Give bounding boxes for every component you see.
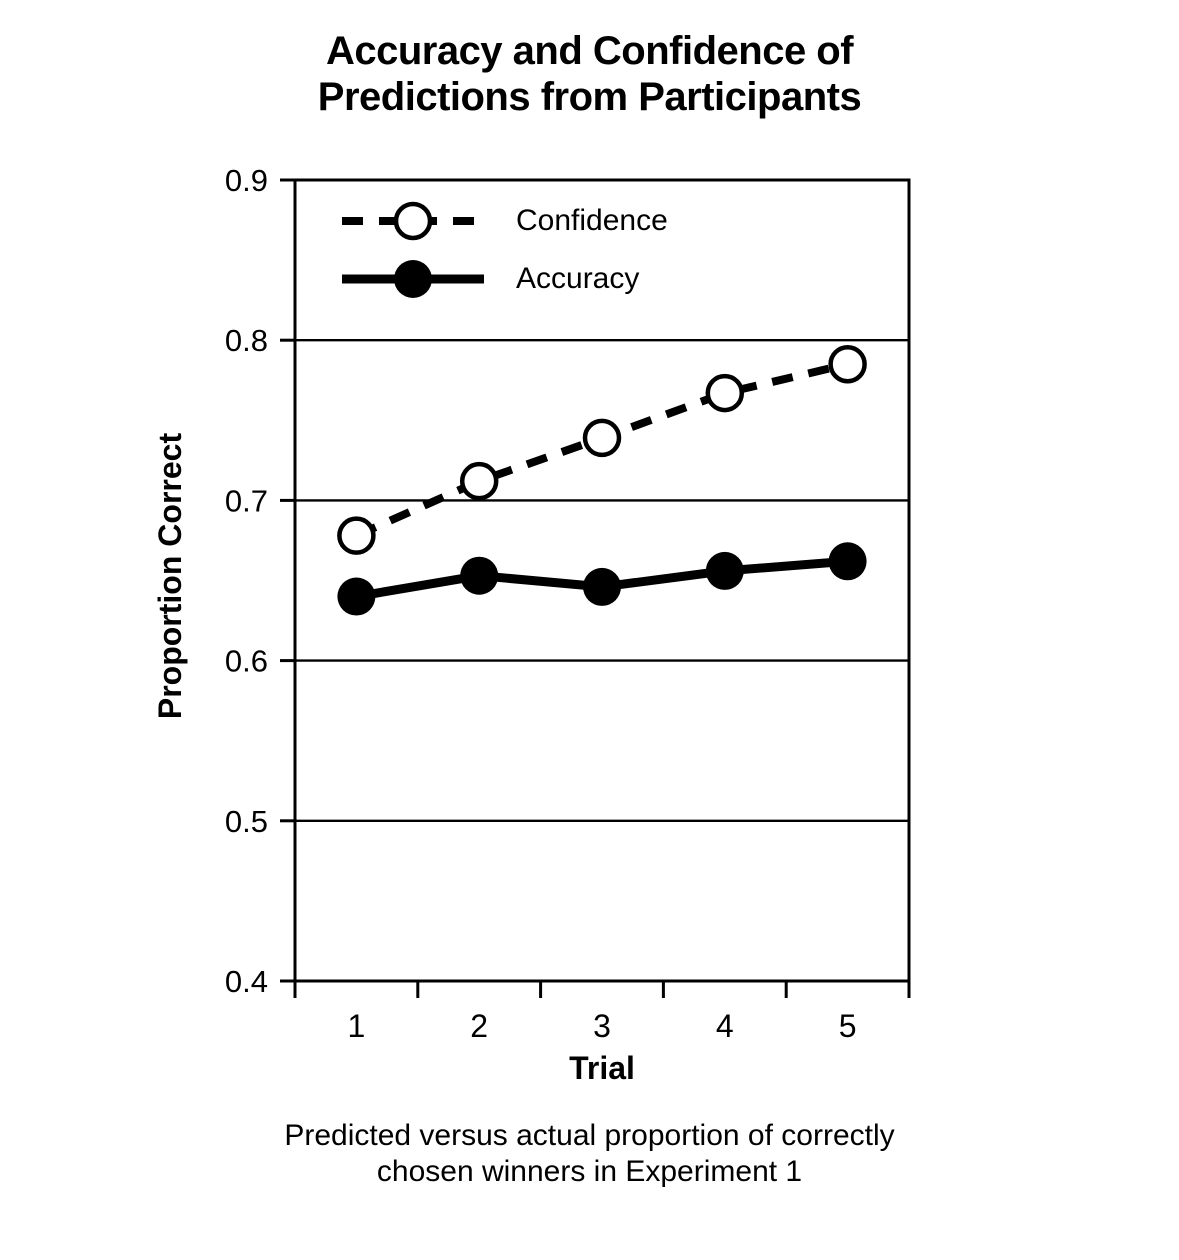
data-point-accuracy [460, 556, 499, 595]
y-tick-label: 0.4 [225, 964, 268, 999]
legend-item-confidence: Confidence [338, 198, 668, 244]
data-point-accuracy [828, 542, 867, 581]
data-point-accuracy [705, 551, 744, 590]
y-tick-label: 0.5 [225, 804, 268, 839]
solid-filled-circle-swatch-icon [342, 260, 484, 298]
plot-frame [293, 178, 911, 983]
y-tick-label: 0.6 [225, 644, 268, 679]
y-tick-label: 0.7 [225, 483, 268, 518]
figure-caption: Predicted versus actual proportion of co… [284, 1119, 895, 1188]
data-point-accuracy [583, 567, 621, 606]
legend-label-accuracy: Accuracy [516, 262, 640, 295]
x-tick-label: 5 [839, 1008, 857, 1044]
dashed-open-circle-swatch-icon [342, 201, 484, 241]
y-tick-label: 0.9 [225, 163, 268, 198]
y-axis-title: Proportion Correct [152, 432, 188, 720]
x-tick-label: 4 [716, 1008, 734, 1044]
x-tick-label: 3 [593, 1008, 611, 1044]
data-point-accuracy [337, 577, 376, 616]
y-tick-label: 0.8 [225, 323, 268, 358]
x-tick-label: 1 [348, 1008, 366, 1044]
legend: Confidence Accuracy [338, 198, 668, 302]
legend-label-confidence: Confidence [516, 204, 668, 237]
x-axis-title: Trial [569, 1050, 635, 1086]
x-tick-label: 2 [470, 1008, 488, 1044]
data-point-confidence [582, 418, 622, 458]
data-point-confidence [337, 516, 376, 555]
data-point-confidence [705, 373, 745, 413]
chart-title: Accuracy and Confidence of Predictions f… [317, 29, 862, 120]
data-point-confidence [459, 461, 499, 501]
data-point-confidence [828, 344, 867, 384]
legend-item-accuracy: Accuracy [338, 256, 668, 302]
